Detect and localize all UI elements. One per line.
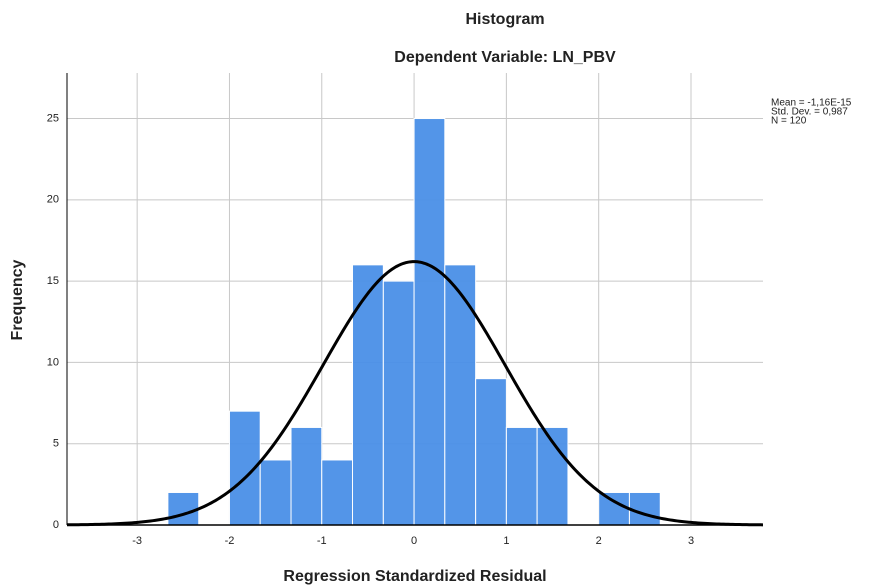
bar: [598, 491, 630, 526]
bar: [444, 264, 477, 526]
x-tick-label: 3: [688, 535, 694, 547]
bar: [413, 118, 446, 526]
stats-label: Mean = -1,16E-15: [771, 98, 852, 109]
y-axis-label: Frequency: [9, 259, 26, 340]
bar: [352, 264, 384, 526]
bar: [321, 459, 354, 526]
x-tick-label: -2: [225, 535, 235, 547]
bar: [382, 280, 415, 526]
bar: [290, 426, 323, 526]
x-tick-label: 1: [503, 535, 509, 547]
x-tick-label: -3: [132, 535, 142, 547]
y-tick-label: 20: [47, 194, 59, 206]
y-tick-label: 0: [53, 519, 59, 531]
x-tick-label: 2: [596, 535, 602, 547]
bar: [505, 426, 538, 526]
y-tick-label: 25: [47, 112, 59, 124]
stats-label: Std. Dev. = 0,987: [771, 107, 848, 118]
chart-subtitle: Dependent Variable: LN_PBV: [394, 49, 616, 66]
bar: [259, 459, 292, 526]
chart-title: Histogram: [465, 11, 544, 28]
bar: [167, 491, 200, 526]
bar: [628, 491, 661, 526]
y-tick-label: 15: [47, 275, 59, 287]
x-tick-label: -1: [317, 535, 327, 547]
y-tick-label: 5: [53, 438, 59, 450]
x-axis-label: Regression Standardized Residual: [283, 568, 546, 585]
x-tick-label: 0: [411, 535, 417, 547]
stats-label: N = 120: [771, 116, 807, 127]
bar: [475, 378, 507, 526]
y-tick-label: 10: [47, 356, 59, 368]
normal-curve: [66, 260, 764, 527]
